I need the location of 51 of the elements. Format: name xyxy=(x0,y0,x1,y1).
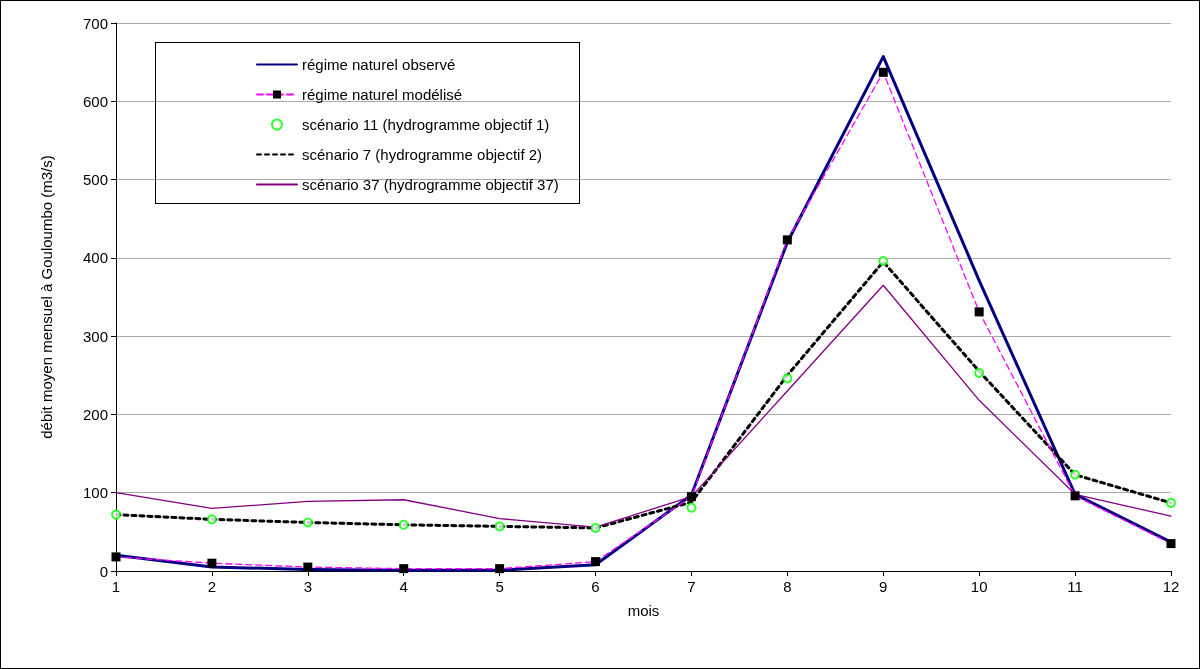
point xyxy=(207,558,217,568)
x-tick-label: 7 xyxy=(687,578,696,595)
point xyxy=(111,509,121,520)
y-tick-label: 0 xyxy=(99,562,108,580)
x-tick-label: 9 xyxy=(879,578,888,595)
x-tick-label: 2 xyxy=(207,578,217,595)
point xyxy=(495,564,505,574)
y-tick-label: 400 xyxy=(82,249,108,267)
y-tick-label: 200 xyxy=(82,405,108,423)
y-tick-label: 500 xyxy=(82,171,108,189)
point xyxy=(878,67,888,77)
point xyxy=(974,367,985,378)
point xyxy=(206,514,217,525)
legend-label: régime naturel modélisé xyxy=(302,86,463,103)
x-tick-label: 8 xyxy=(783,578,792,595)
point xyxy=(302,517,313,528)
point xyxy=(878,255,889,266)
x-tick-label: 12 xyxy=(1162,578,1180,595)
x-tick-label: 11 xyxy=(1067,578,1083,595)
point xyxy=(686,492,696,502)
legend-label: scénario 11 (hydrogramme objectif 1) xyxy=(302,116,550,133)
point xyxy=(591,557,601,567)
x-tick-label: 1 xyxy=(111,578,121,595)
point xyxy=(1070,491,1080,501)
point xyxy=(1166,497,1176,508)
point xyxy=(1070,469,1081,480)
y-tick-label: 100 xyxy=(82,484,108,502)
x-tick-label: 6 xyxy=(591,578,600,595)
point xyxy=(398,519,409,530)
point xyxy=(494,521,505,532)
x-tick-label: 4 xyxy=(399,578,408,595)
point xyxy=(1166,539,1176,549)
legend-label: scénario 7 (hydrogramme objectif 2) xyxy=(302,146,543,163)
point xyxy=(590,522,601,533)
point xyxy=(303,562,313,572)
point xyxy=(782,373,793,384)
x-axis-title: mois xyxy=(627,602,660,619)
y-axis-title: débit moyen mensuel à Gouloumbo (m3/s) xyxy=(38,155,55,439)
point xyxy=(399,564,409,574)
point xyxy=(111,552,121,562)
y-tick-label: 600 xyxy=(82,92,108,110)
x-tick-label: 10 xyxy=(970,578,988,595)
y-tick-label: 300 xyxy=(82,327,108,345)
point xyxy=(974,307,984,317)
legend-label: scénario 37 (hydrogramme objectif 37) xyxy=(302,176,559,193)
legend-label: régime naturel observé xyxy=(302,56,456,73)
y-tick-label: 700 xyxy=(82,14,108,32)
point xyxy=(782,235,792,245)
x-tick-label: 3 xyxy=(303,578,312,595)
x-tick-label: 5 xyxy=(495,578,504,595)
point xyxy=(686,502,697,513)
